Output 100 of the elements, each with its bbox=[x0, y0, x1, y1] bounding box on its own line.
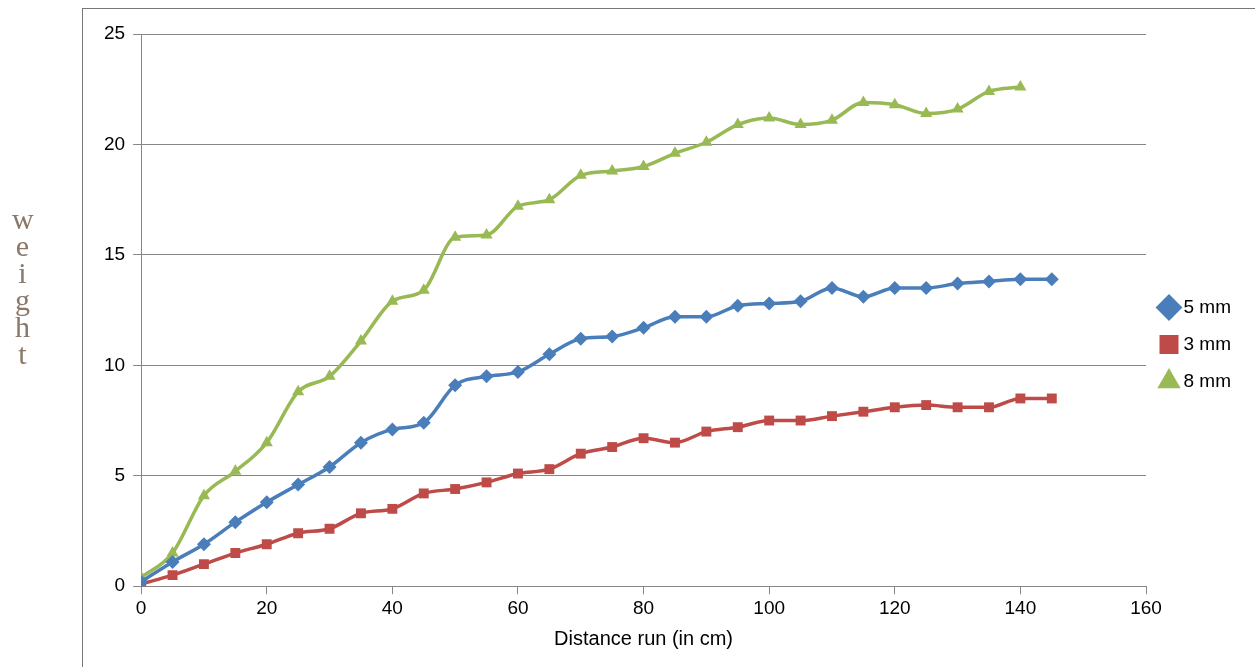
point bbox=[1014, 80, 1027, 91]
point bbox=[857, 95, 870, 106]
y-tick-label: 20 bbox=[103, 132, 126, 154]
point bbox=[1044, 272, 1059, 287]
point bbox=[827, 411, 837, 422]
point bbox=[291, 477, 306, 492]
point bbox=[293, 528, 304, 539]
point bbox=[511, 199, 525, 210]
point bbox=[887, 281, 902, 296]
y-tick-label: 0 bbox=[114, 574, 126, 596]
point bbox=[793, 294, 808, 309]
x-tick-label: 120 bbox=[878, 596, 911, 618]
y-axis-title: weight bbox=[12, 202, 34, 370]
point bbox=[888, 97, 901, 109]
legend-label: 5 mm bbox=[1183, 295, 1231, 317]
point bbox=[667, 309, 682, 324]
point bbox=[228, 515, 243, 530]
point bbox=[387, 503, 398, 514]
point bbox=[385, 422, 400, 437]
point bbox=[166, 546, 179, 557]
point bbox=[952, 402, 963, 413]
point bbox=[197, 488, 210, 500]
point bbox=[638, 433, 649, 444]
point bbox=[575, 448, 586, 459]
point bbox=[292, 384, 305, 396]
point bbox=[921, 400, 932, 411]
point bbox=[825, 113, 839, 124]
point bbox=[230, 548, 241, 559]
point bbox=[1013, 272, 1028, 287]
point bbox=[416, 415, 431, 430]
point bbox=[982, 84, 996, 95]
point bbox=[763, 110, 776, 122]
point bbox=[322, 459, 337, 474]
y-tick-label: 5 bbox=[114, 463, 126, 485]
point bbox=[196, 537, 211, 552]
point bbox=[636, 320, 651, 335]
point bbox=[574, 168, 587, 179]
point bbox=[668, 146, 682, 157]
point bbox=[858, 406, 869, 417]
point bbox=[794, 117, 807, 129]
x-tick-label: 0 bbox=[135, 596, 147, 618]
point bbox=[386, 294, 399, 305]
point bbox=[856, 289, 871, 304]
point bbox=[889, 402, 900, 413]
y-tick-label: 15 bbox=[103, 243, 126, 265]
legend-label: 3 mm bbox=[1183, 332, 1231, 354]
point bbox=[606, 163, 619, 175]
point bbox=[542, 347, 557, 362]
point bbox=[732, 422, 743, 433]
point bbox=[984, 402, 994, 413]
point bbox=[479, 369, 494, 384]
point bbox=[605, 329, 620, 344]
point bbox=[1046, 393, 1057, 404]
point bbox=[824, 281, 839, 296]
point bbox=[701, 426, 712, 437]
point bbox=[919, 281, 934, 296]
point bbox=[607, 442, 618, 452]
point bbox=[1015, 393, 1026, 404]
legend-label: 8 mm bbox=[1183, 369, 1231, 391]
point bbox=[762, 296, 777, 311]
point bbox=[198, 559, 209, 570]
point bbox=[165, 554, 180, 569]
point bbox=[448, 378, 463, 393]
y-tick-label: 25 bbox=[103, 22, 126, 44]
y-tick-label: 10 bbox=[103, 353, 126, 375]
point bbox=[356, 508, 366, 519]
point bbox=[764, 415, 775, 426]
point bbox=[260, 435, 273, 447]
point bbox=[795, 415, 806, 426]
x-axis-title: Distance run (in cm) bbox=[554, 626, 734, 649]
point bbox=[353, 435, 368, 450]
point bbox=[981, 274, 996, 289]
point bbox=[573, 331, 588, 346]
point bbox=[543, 192, 556, 204]
point bbox=[449, 230, 462, 241]
x-tick-label: 40 bbox=[381, 596, 403, 618]
point bbox=[450, 484, 461, 494]
point bbox=[513, 468, 523, 479]
point bbox=[418, 488, 429, 499]
point bbox=[417, 283, 430, 294]
x-tick-label: 160 bbox=[1130, 596, 1162, 618]
x-tick-label: 80 bbox=[633, 596, 655, 618]
point bbox=[480, 228, 493, 239]
point bbox=[229, 464, 242, 475]
point bbox=[544, 464, 555, 475]
point bbox=[167, 570, 178, 581]
point bbox=[920, 106, 933, 118]
point bbox=[354, 334, 368, 345]
point bbox=[730, 298, 745, 313]
point bbox=[261, 539, 272, 550]
point bbox=[637, 159, 650, 171]
point bbox=[950, 276, 965, 291]
x-tick-label: 140 bbox=[1004, 596, 1037, 618]
point bbox=[481, 477, 492, 488]
point bbox=[951, 102, 964, 113]
x-tick-label: 20 bbox=[256, 596, 278, 618]
point bbox=[324, 523, 335, 534]
point bbox=[699, 309, 714, 324]
x-tick-label: 100 bbox=[753, 596, 786, 618]
point bbox=[510, 364, 525, 379]
